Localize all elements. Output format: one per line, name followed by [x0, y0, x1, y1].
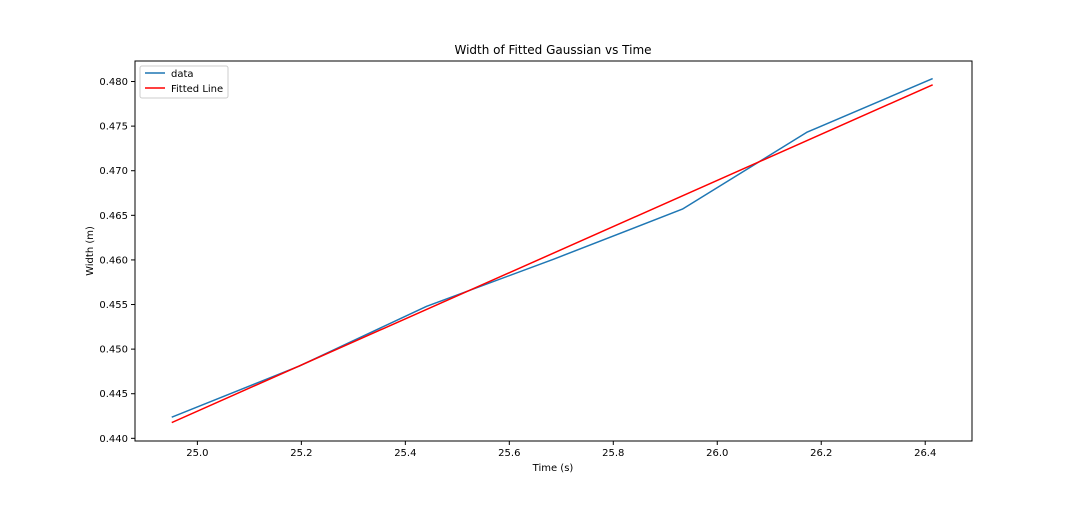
plot-frame	[134, 60, 973, 442]
series-layer	[171, 77, 933, 424]
legend-label-fitted-line: Fitted Line	[171, 84, 223, 95]
x-tick-label: 25.4	[394, 448, 416, 459]
x-tick-label: 25.2	[290, 448, 312, 459]
y-axis-label: Width (m)	[85, 226, 96, 276]
x-tick-label: 25.0	[186, 448, 208, 459]
chart-title: Width of Fitted Gaussian vs Time	[454, 43, 651, 57]
x-axis-ticks: 25.0 25.2 25.4 25.6 25.8 26.0 26.2 26.4	[186, 441, 936, 459]
y-tick-label: 0.460	[99, 255, 128, 266]
x-tick-label: 26.2	[810, 448, 832, 459]
series-line-fitted-line	[171, 84, 933, 424]
x-tick-label: 25.8	[602, 448, 624, 459]
legend: data Fitted Line	[139, 65, 229, 99]
y-tick-label: 0.450	[99, 345, 128, 356]
y-tick-label: 0.445	[99, 389, 128, 400]
x-axis-label: Time (s)	[532, 463, 574, 474]
legend-label-data: data	[171, 69, 194, 80]
y-tick-label: 0.440	[99, 434, 128, 445]
x-tick-label: 26.0	[706, 448, 728, 459]
y-axis-ticks: 0.440 0.445 0.450 0.455 0.460 0.465 0.470 0.475…	[99, 77, 135, 445]
x-tick-label: 26.4	[914, 448, 936, 459]
legend-box	[139, 65, 229, 99]
x-tick-label: 25.6	[498, 448, 520, 459]
y-tick-label: 0.480	[99, 77, 128, 88]
y-tick-label: 0.475	[99, 122, 128, 133]
y-tick-label: 0.455	[99, 300, 128, 311]
y-tick-label: 0.465	[99, 211, 128, 222]
y-tick-label: 0.470	[99, 166, 128, 177]
